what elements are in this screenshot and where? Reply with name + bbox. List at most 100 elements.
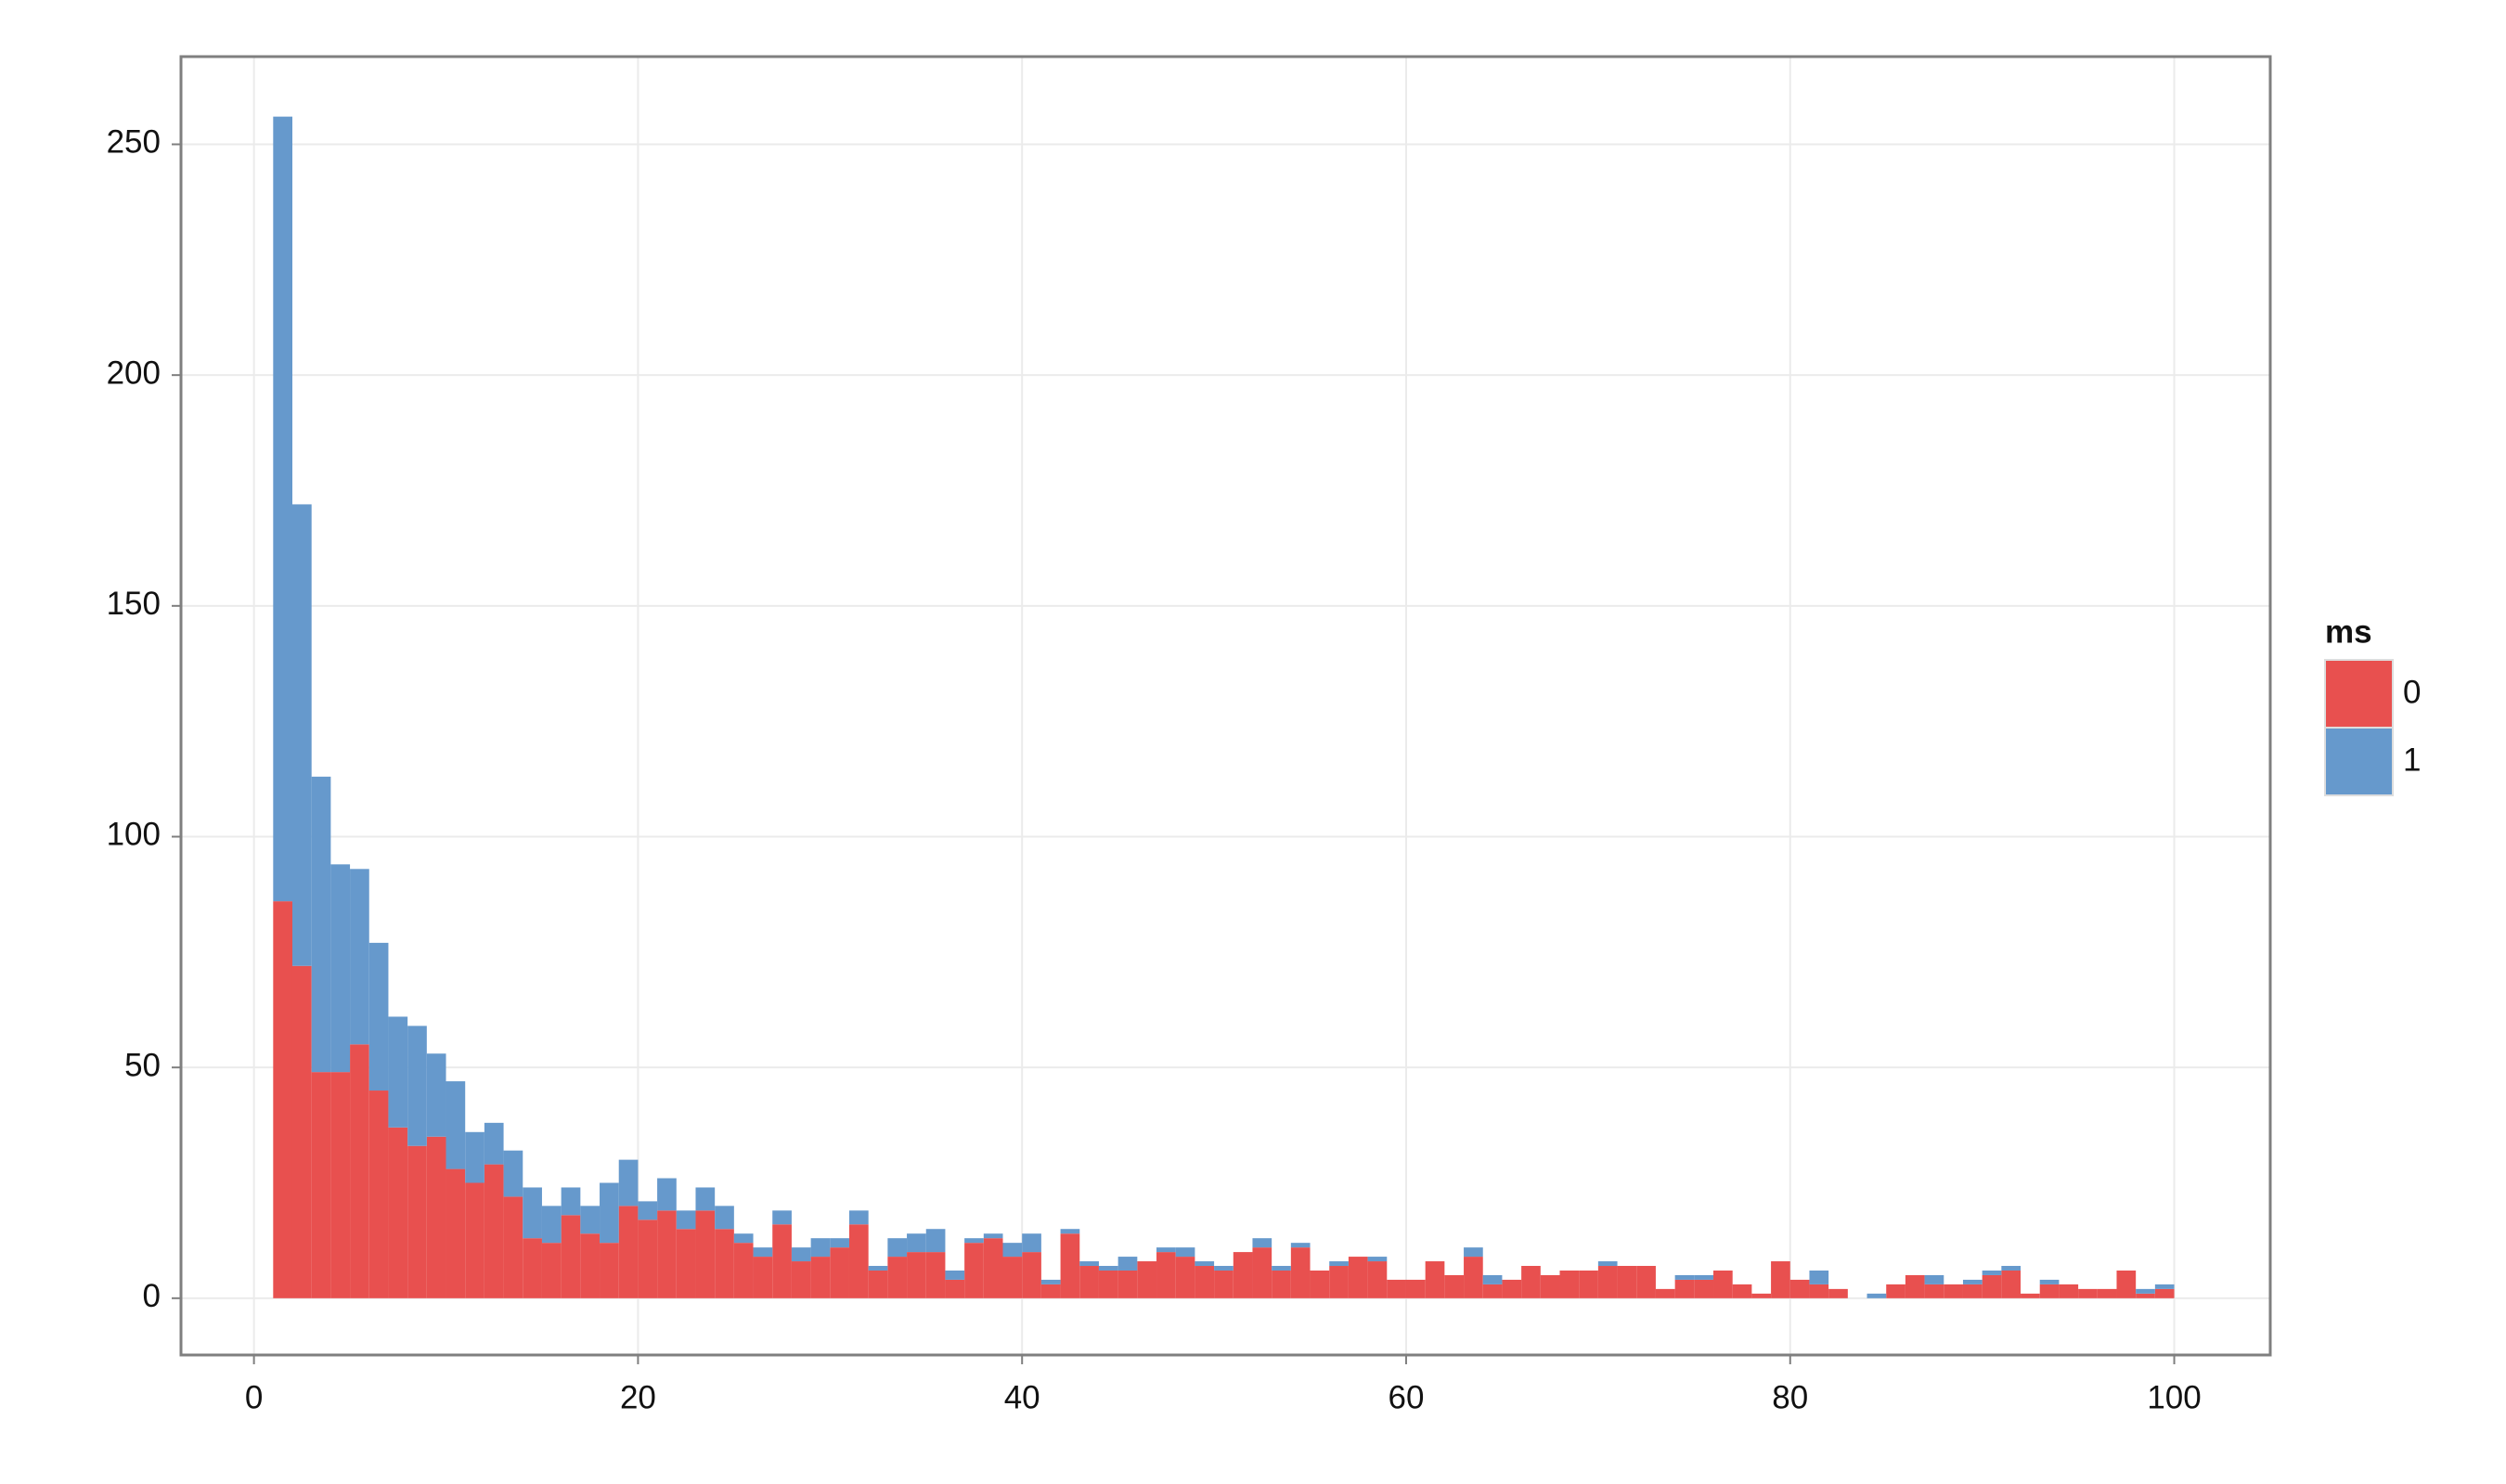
histogram-bar: [446, 1081, 466, 1169]
histogram-bar: [983, 1238, 1003, 1298]
histogram-bar: [1771, 1261, 1790, 1298]
histogram-bar: [715, 1206, 734, 1230]
histogram-bar: [1828, 1288, 1848, 1298]
histogram-bar: [772, 1210, 792, 1225]
y-tick-label: 250: [107, 124, 161, 161]
histogram-bar: [388, 1016, 408, 1128]
histogram-bar: [407, 1145, 427, 1298]
histogram-bar: [523, 1187, 542, 1239]
histogram-bar: [503, 1196, 523, 1298]
histogram-bar: [1117, 1257, 1138, 1271]
histogram-bar: [695, 1187, 716, 1211]
y-tick-label: 100: [107, 817, 161, 853]
histogram-bar: [350, 869, 369, 1045]
x-tick-label: 0: [245, 1379, 263, 1415]
histogram-bar: [1886, 1284, 1905, 1298]
histogram-bar: [925, 1252, 946, 1298]
histogram-bar: [1195, 1266, 1215, 1298]
x-tick-label: 40: [1004, 1379, 1040, 1415]
histogram-bar: [695, 1210, 716, 1298]
histogram-bar: [1272, 1266, 1291, 1271]
histogram-bar: [446, 1168, 466, 1298]
histogram-bar: [426, 1136, 446, 1298]
histogram-bar: [2116, 1270, 2137, 1298]
histogram-bar: [1156, 1252, 1176, 1298]
y-tick-label: 200: [107, 355, 161, 391]
histogram-bar: [2097, 1288, 2117, 1298]
histogram-bar: [848, 1210, 869, 1225]
histogram-bar: [541, 1206, 562, 1244]
histogram-bar: [887, 1238, 908, 1258]
histogram-bar: [907, 1252, 926, 1298]
histogram-bar: [1924, 1274, 1944, 1284]
histogram-bar: [1982, 1274, 2002, 1298]
histogram-bar: [1674, 1274, 1695, 1280]
histogram-bar: [1175, 1247, 1195, 1258]
histogram-bar: [1022, 1252, 1041, 1298]
histogram-bar: [638, 1201, 658, 1220]
histogram-bar: [1175, 1257, 1195, 1298]
histogram-bar: [541, 1243, 562, 1298]
legend-label: 0: [2403, 674, 2421, 710]
histogram-bar: [1329, 1261, 1349, 1267]
histogram-bar: [273, 116, 292, 902]
plot-border: [179, 55, 2272, 1357]
histogram-bar: [1117, 1270, 1138, 1298]
histogram-bar: [1040, 1279, 1061, 1284]
histogram-bar: [1079, 1266, 1099, 1298]
histogram-bar: [561, 1215, 581, 1298]
histogram-bar: [1867, 1293, 1887, 1298]
histogram-bar: [1789, 1279, 1810, 1298]
histogram-bar: [1252, 1247, 1272, 1298]
histogram-bar: [1290, 1247, 1311, 1298]
plot-background: [181, 57, 2270, 1355]
histogram-bar: [791, 1261, 811, 1298]
histogram-bar: [1962, 1284, 1983, 1298]
histogram-bar: [983, 1233, 1003, 1239]
histogram-bar: [657, 1210, 677, 1298]
histogram-bar: [1982, 1270, 2002, 1275]
histogram-bar: [2059, 1284, 2079, 1298]
histogram-bar: [368, 942, 389, 1091]
histogram-bar: [1387, 1279, 1406, 1298]
histogram-bar: [1367, 1257, 1388, 1262]
histogram-bar: [2154, 1284, 2175, 1289]
histogram-bar: [1156, 1247, 1176, 1253]
histogram-bar: [1962, 1279, 1983, 1284]
histogram-bar: [848, 1224, 869, 1298]
histogram-bar: [733, 1233, 754, 1244]
histogram-bar: [1502, 1279, 1522, 1298]
histogram-bar: [503, 1150, 523, 1197]
histogram-bar: [791, 1247, 811, 1262]
histogram-bar: [1040, 1284, 1061, 1298]
histogram-bar: [2001, 1266, 2022, 1271]
histogram-bar: [715, 1229, 734, 1298]
histogram-bar: [753, 1257, 773, 1298]
histogram-bar: [1655, 1288, 1675, 1298]
histogram-bar: [945, 1270, 965, 1280]
histogram-bar: [1464, 1247, 1483, 1258]
histogram-bar: [273, 901, 292, 1298]
histogram-bar: [1098, 1270, 1118, 1298]
histogram-bar: [1002, 1257, 1023, 1298]
x-tick-label: 60: [1389, 1379, 1425, 1415]
histogram-bar: [465, 1182, 484, 1298]
histogram-bar: [561, 1187, 581, 1216]
histogram-bar: [925, 1229, 946, 1253]
histogram-bar: [753, 1247, 773, 1258]
histogram-bar: [484, 1164, 504, 1298]
histogram-bar: [1233, 1252, 1253, 1298]
histogram-bar: [484, 1122, 504, 1165]
histogram-bar: [426, 1053, 446, 1137]
histogram-bar: [1713, 1270, 1733, 1298]
histogram-bar: [1809, 1284, 1829, 1298]
histogram-bar: [1214, 1270, 1234, 1298]
histogram-bar: [964, 1243, 984, 1298]
legend-label: 1: [2403, 742, 2421, 778]
histogram-bar: [1944, 1284, 1963, 1298]
histogram-bar: [810, 1238, 831, 1258]
histogram-bar: [1905, 1274, 1925, 1298]
histogram-bar: [291, 965, 312, 1298]
histogram-bar: [1694, 1279, 1714, 1298]
x-tick-label: 100: [2147, 1379, 2201, 1415]
